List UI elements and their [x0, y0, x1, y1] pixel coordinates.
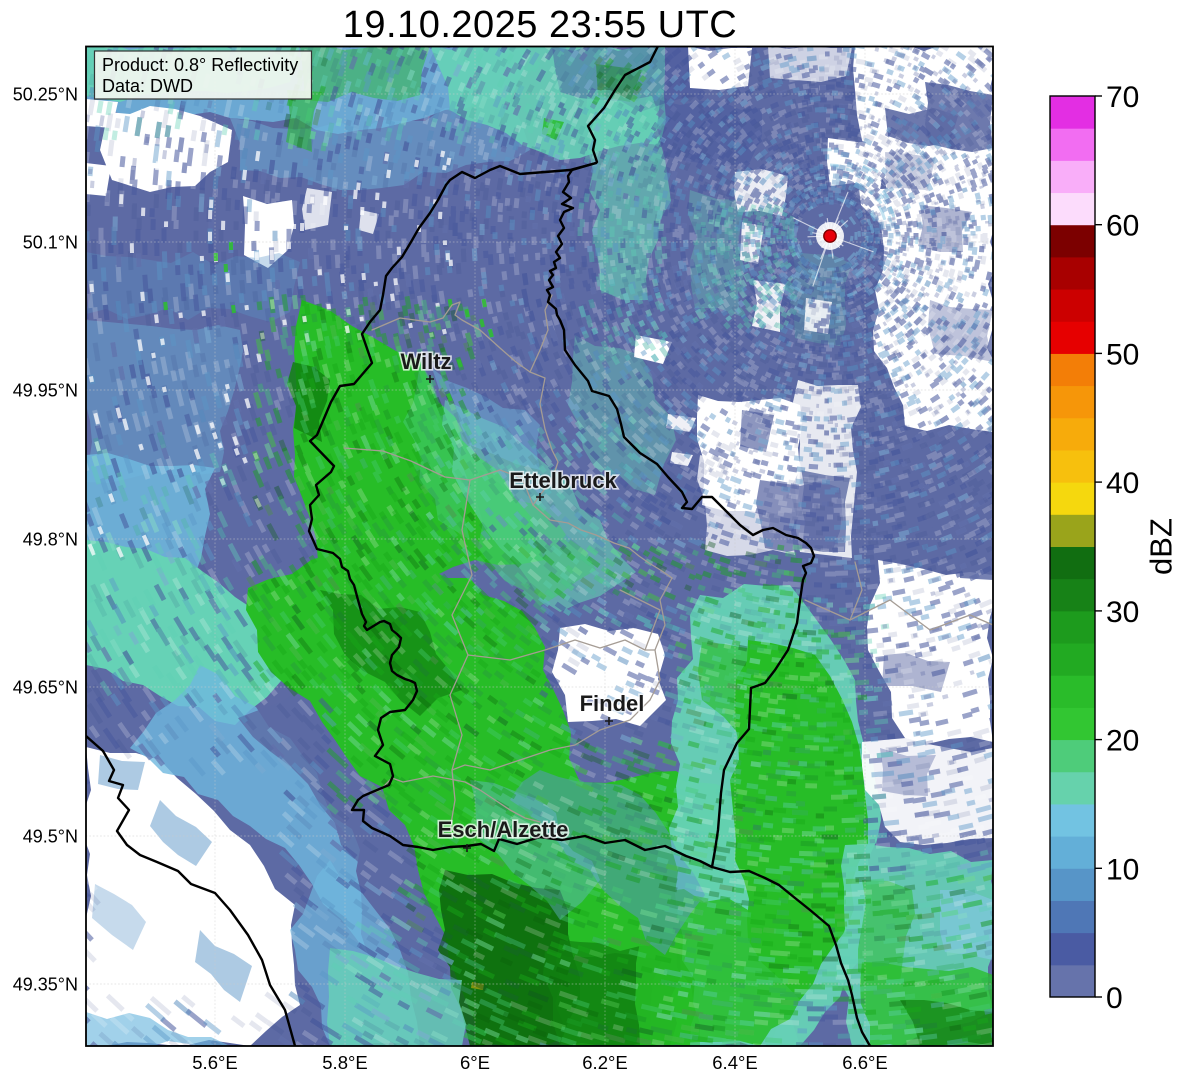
svg-text:Product: 0.8° Reflectivity: Product: 0.8° Reflectivity: [102, 55, 298, 75]
svg-text:49.65°N: 49.65°N: [13, 678, 78, 698]
svg-text:40: 40: [1106, 467, 1139, 500]
svg-text:50.25°N: 50.25°N: [13, 85, 78, 105]
svg-text:5.6°E: 5.6°E: [192, 1052, 237, 1073]
svg-text:5.8°E: 5.8°E: [322, 1052, 367, 1073]
svg-text:20: 20: [1106, 725, 1139, 758]
svg-text:60: 60: [1106, 210, 1139, 243]
svg-text:Data: DWD: Data: DWD: [102, 76, 193, 96]
svg-text:49.35°N: 49.35°N: [13, 975, 78, 995]
svg-text:Findel: Findel: [580, 691, 645, 716]
svg-text:6.2°E: 6.2°E: [582, 1052, 627, 1073]
svg-text:Ettelbruck: Ettelbruck: [509, 468, 617, 493]
svg-text:0: 0: [1106, 982, 1123, 1015]
svg-text:49.8°N: 49.8°N: [23, 530, 78, 550]
svg-text:Wiltz: Wiltz: [400, 349, 451, 374]
svg-text:30: 30: [1106, 596, 1139, 629]
svg-text:49.5°N: 49.5°N: [23, 827, 78, 847]
svg-text:Esch/Alzette: Esch/Alzette: [438, 817, 569, 842]
svg-text:6°E: 6°E: [460, 1052, 490, 1073]
svg-text:49.95°N: 49.95°N: [13, 381, 78, 401]
svg-text:10: 10: [1106, 853, 1139, 886]
svg-text:19.10.2025 23:55 UTC: 19.10.2025 23:55 UTC: [343, 4, 738, 46]
svg-text:70: 70: [1106, 81, 1139, 114]
svg-text:dBZ: dBZ: [1144, 518, 1179, 575]
svg-text:6.4°E: 6.4°E: [712, 1052, 757, 1073]
svg-text:50: 50: [1106, 338, 1139, 371]
svg-text:50.1°N: 50.1°N: [23, 233, 78, 253]
svg-text:6.6°E: 6.6°E: [842, 1052, 887, 1073]
